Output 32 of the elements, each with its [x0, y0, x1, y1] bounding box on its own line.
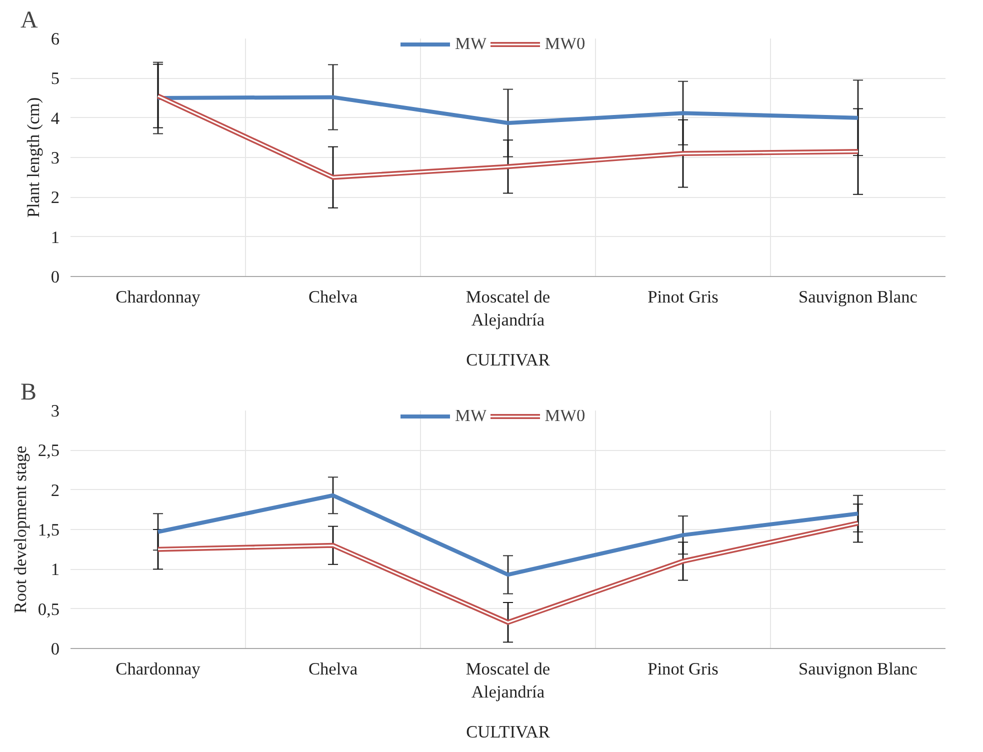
x-axis-title: CULTIVAR [466, 722, 550, 742]
y-tick-label: 3 [50, 148, 60, 168]
x-tick-label: Pinot Gris [648, 660, 719, 678]
legend-label: MW [455, 409, 487, 426]
y-tick-label: 0 [50, 640, 60, 658]
y-tick-label: 6 [50, 30, 60, 48]
y-tick-label: 1 [50, 560, 60, 580]
y-tick-label: 1 [50, 228, 60, 247]
x-tick-label: Chelva [308, 660, 358, 678]
y-tick-label: 2 [50, 188, 60, 208]
x-tick-label: Chardonnay [116, 288, 201, 306]
y-tick-label: 3 [50, 402, 60, 420]
y-tick-label: 0 [50, 268, 60, 286]
x-tick-label: Sauvignon Blanc [798, 660, 918, 678]
y-tick-label: 2,5 [38, 441, 60, 460]
y-tick-label: 2 [50, 480, 60, 500]
text: B [20, 380, 37, 406]
x-tick-label: Chelva [308, 288, 358, 306]
y-tick-label: 1,5 [38, 520, 60, 540]
x-tick-label: Moscatel de Alejandría [466, 660, 550, 702]
x-axis-title: CULTIVAR [466, 350, 550, 370]
x-tick-label: Sauvignon Blanc [798, 288, 918, 306]
y-axis-title: Plant length (cm) [24, 97, 43, 218]
y-tick-label: 0,5 [38, 600, 60, 619]
text: A [20, 8, 38, 34]
x-tick-label: Pinot Gris [648, 288, 719, 306]
x-tick-label: Chardonnay [116, 660, 201, 678]
y-axis-title: Root development stage [10, 445, 30, 614]
x-tick-label: Moscatel de Alejandría [466, 288, 550, 330]
legend-label: MW [455, 37, 487, 54]
y-tick-label: 5 [50, 69, 60, 88]
y-tick-label: 4 [50, 108, 60, 128]
